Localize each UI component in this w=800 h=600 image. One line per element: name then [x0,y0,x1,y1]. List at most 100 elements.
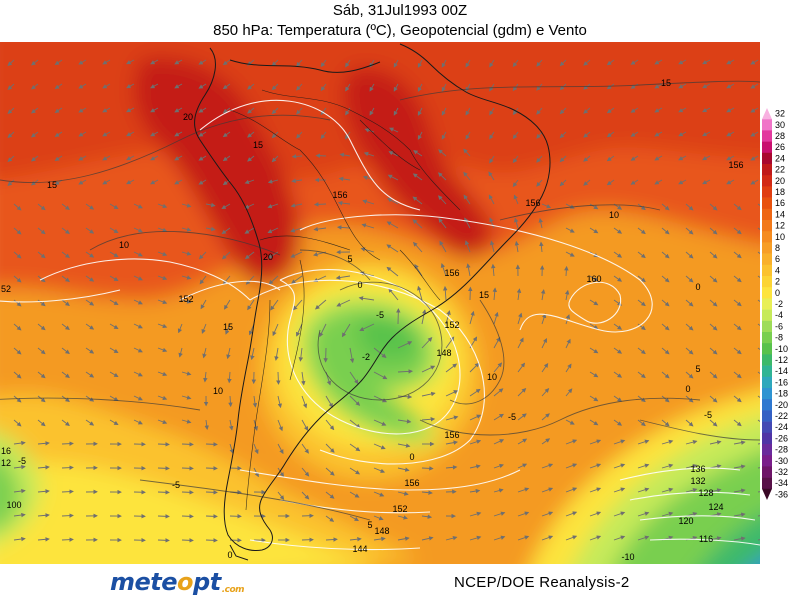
wind-arrow [61,203,70,211]
wind-arrow [726,107,735,113]
contour-label: 156 [444,430,459,440]
wind-arrow [661,203,670,211]
wind-arrow [589,419,599,426]
wind-arrow [373,536,386,542]
wind-arrow [757,203,760,207]
wind-arrow [565,251,575,257]
wind-arrow [637,463,650,469]
wind-arrow [661,251,670,259]
wind-arrow [388,127,399,133]
wind-arrow [583,107,591,114]
wind-arrow [685,347,694,355]
colorbar-swatch [762,421,772,434]
wind-arrow [7,179,15,187]
wind-arrow [589,299,599,306]
wind-arrow [78,107,87,113]
colorbar-tick-label: 18 [775,187,785,197]
wind-arrow [13,323,22,331]
wind-arrow [13,512,26,518]
colorbar-swatch [762,119,772,131]
wind-arrow [61,347,70,355]
wind-arrow [244,179,255,184]
wind-arrow [517,535,530,541]
wind-arrow [301,371,306,386]
contour-label: 0 [695,282,700,292]
wind-arrow [181,514,194,519]
wind-arrow [757,419,760,423]
wind-arrow [613,439,626,445]
wind-arrow [589,227,599,234]
wind-arrow [30,83,39,90]
wind-arrow [174,83,183,89]
wind-arrow [245,275,255,285]
wind-arrow [157,299,168,305]
wind-arrow [438,217,447,229]
wind-arrow [685,299,694,307]
wind-arrow [589,439,602,445]
wind-arrow [199,275,207,285]
wind-arrow [181,203,192,208]
contour-label: 5 [367,520,372,530]
wind-arrow [157,514,170,519]
colorbar-swatch [762,444,772,456]
wind-arrow [373,491,385,497]
wind-arrow [493,388,504,397]
wind-arrow [157,442,170,447]
contour-label: 5 [695,364,700,374]
wind-arrow [345,59,351,68]
colorbar-ticks: 32302826242220181614121086420-2-4-6-8-10… [775,109,788,500]
wind-arrow [349,491,360,498]
wind-arrow [757,491,760,493]
colorbar-tick-label: 2 [775,277,780,287]
wind-arrow [85,299,95,306]
wind-arrow [541,463,554,469]
wind-arrow [222,83,231,90]
wind-arrow [613,487,626,493]
contour-label: 152 [178,294,193,304]
contour-label: 120 [678,516,693,526]
wind-arrow [413,150,423,157]
wind-arrow [564,289,570,301]
wind-arrow [678,179,687,185]
wind-arrow [247,107,255,114]
colorbar-swatch [762,477,772,490]
contour-label: 152 [444,320,459,330]
wind-arrow [221,203,231,210]
wind-arrow [336,299,351,307]
wind-arrow [757,371,760,375]
wind-arrow [541,413,550,421]
wind-arrow [493,488,504,493]
wind-arrow [157,251,168,257]
wind-arrow [271,59,279,67]
wind-arrow [469,535,482,541]
wind-arrow [489,59,495,68]
wind-arrow [386,244,399,253]
wind-arrow [61,465,74,470]
wind-arrow [613,323,623,330]
wind-arrow [37,419,46,427]
wind-arrow [733,275,742,283]
colorbar-swatch [762,488,772,500]
wind-arrow [437,172,447,181]
wind-arrow [516,288,522,301]
wind-arrow [583,155,591,162]
wind-arrow [469,362,480,373]
wind-arrow [397,341,413,349]
wind-arrow [373,443,386,450]
wind-arrow [541,337,547,349]
colorbar-swatch [762,354,772,366]
wind-arrow [85,347,95,354]
wind-arrow [320,131,327,140]
wind-arrow [181,538,194,543]
wind-arrow [126,155,135,161]
colorbar-tick-label: -20 [775,400,788,410]
wind-arrow [417,107,423,116]
contour-label: 20 [183,112,193,122]
wind-arrow [181,419,192,424]
colorbar-swatch [762,108,772,120]
chart-date-title: Sáb, 31Jul1993 00Z [332,2,468,19]
wind-arrow [517,487,530,493]
wind-arrow [359,323,375,332]
wind-arrow [181,371,192,376]
wind-arrow [181,275,192,280]
